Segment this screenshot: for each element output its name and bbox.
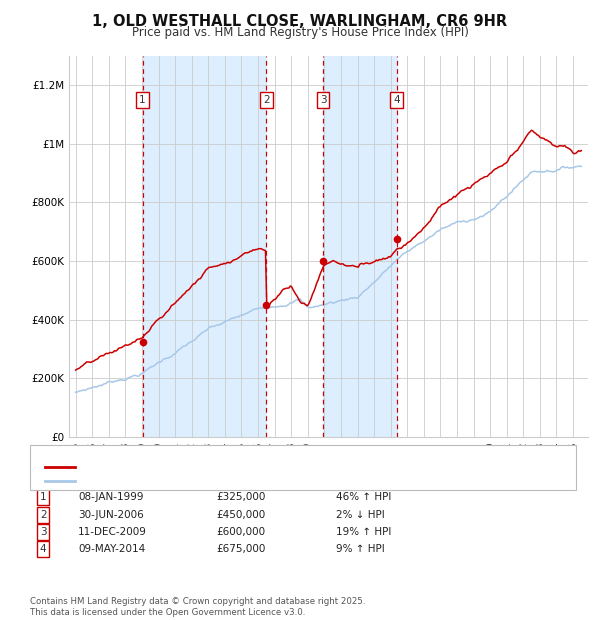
Text: £600,000: £600,000	[216, 527, 265, 537]
Bar	[143, 56, 266, 437]
Text: Price paid vs. HM Land Registry's House Price Index (HPI): Price paid vs. HM Land Registry's House …	[131, 26, 469, 39]
Text: 08-JAN-1999: 08-JAN-1999	[78, 492, 143, 502]
Text: 3: 3	[320, 95, 326, 105]
Text: 30-JUN-2006: 30-JUN-2006	[78, 510, 144, 520]
Text: 19% ↑ HPI: 19% ↑ HPI	[336, 527, 391, 537]
Text: 9% ↑ HPI: 9% ↑ HPI	[336, 544, 385, 554]
Text: 2% ↓ HPI: 2% ↓ HPI	[336, 510, 385, 520]
Text: 11-DEC-2009: 11-DEC-2009	[78, 527, 147, 537]
Text: 4: 4	[40, 544, 47, 554]
Text: £450,000: £450,000	[216, 510, 265, 520]
Text: 1: 1	[139, 95, 146, 105]
Text: 4: 4	[394, 95, 400, 105]
Text: 2: 2	[40, 510, 47, 520]
Text: 3: 3	[40, 527, 47, 537]
Text: 1, OLD WESTHALL CLOSE, WARLINGHAM, CR6 9HR: 1, OLD WESTHALL CLOSE, WARLINGHAM, CR6 9…	[92, 14, 508, 29]
Text: Contains HM Land Registry data © Crown copyright and database right 2025.
This d: Contains HM Land Registry data © Crown c…	[30, 598, 365, 617]
Bar	[323, 56, 397, 437]
Text: £675,000: £675,000	[216, 544, 265, 554]
Text: 1, OLD WESTHALL CLOSE, WARLINGHAM, CR6 9HR (detached house): 1, OLD WESTHALL CLOSE, WARLINGHAM, CR6 9…	[81, 462, 439, 472]
Text: £325,000: £325,000	[216, 492, 265, 502]
Text: HPI: Average price, detached house, Tandridge: HPI: Average price, detached house, Tand…	[81, 476, 325, 486]
Text: 2: 2	[263, 95, 269, 105]
Text: 09-MAY-2014: 09-MAY-2014	[78, 544, 145, 554]
Text: 46% ↑ HPI: 46% ↑ HPI	[336, 492, 391, 502]
Text: 1: 1	[40, 492, 47, 502]
